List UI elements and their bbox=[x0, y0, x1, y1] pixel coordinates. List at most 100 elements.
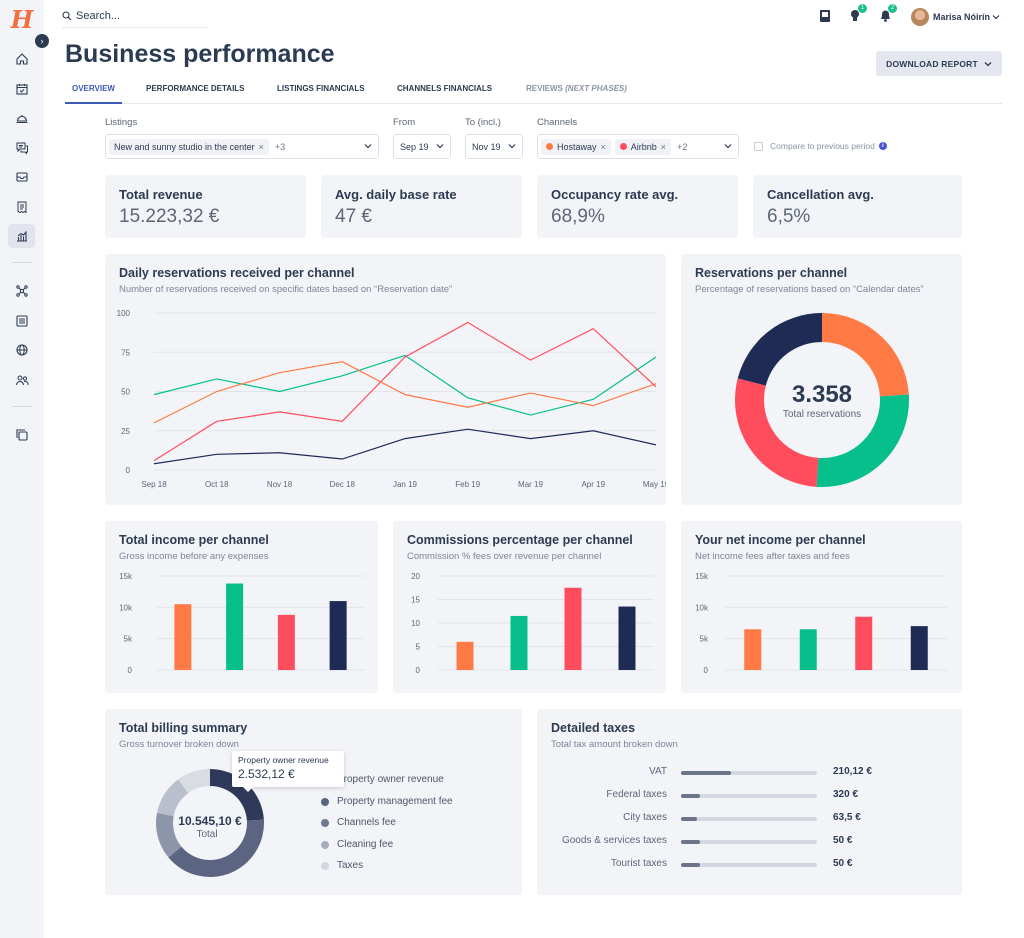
y-tick-label: 75 bbox=[121, 348, 130, 357]
compare-checkbox[interactable] bbox=[754, 141, 763, 151]
y-tick-label: 15k bbox=[695, 572, 709, 581]
tax-value: 320 € bbox=[833, 789, 859, 800]
search-input[interactable]: Search... bbox=[76, 9, 121, 22]
tax-bar-track bbox=[681, 817, 817, 821]
channel-chip-airbnb: Airbnb × bbox=[614, 138, 672, 155]
series-line bbox=[153, 321, 657, 462]
commission-bar-chart: 0 5 10 15 20 bbox=[411, 572, 654, 675]
kpi-value: 47 € bbox=[335, 206, 372, 227]
close-icon[interactable]: × bbox=[660, 141, 667, 152]
tax-bar-fill bbox=[681, 863, 701, 867]
y-tick-label: 5k bbox=[700, 635, 709, 644]
info-icon[interactable]: i bbox=[878, 142, 887, 150]
kpi-occupancy-rate: Occupancy rate avg. 68,9% bbox=[537, 175, 738, 238]
sidebar-expand-button[interactable]: › bbox=[35, 34, 49, 48]
tab-label: CHANNELS FINANCIALS bbox=[397, 84, 493, 93]
chevron-down-icon bbox=[436, 144, 444, 149]
tab-listings-financials[interactable]: LISTINGS FINANCIALS bbox=[270, 78, 372, 104]
avatar bbox=[911, 8, 929, 26]
download-report-button[interactable]: DOWNLOAD REPORT bbox=[876, 51, 1002, 76]
tab-channels-financials[interactable]: CHANNELS FINANCIALS bbox=[390, 78, 499, 104]
close-icon[interactable]: × bbox=[258, 141, 264, 152]
bell-icon[interactable]: 2 bbox=[879, 4, 897, 28]
globe-icon[interactable] bbox=[8, 338, 35, 362]
kpi-total-revenue: Total revenue 15.223,32 € bbox=[105, 175, 306, 238]
legend-item: Cleaning fee bbox=[321, 839, 393, 850]
home-icon[interactable] bbox=[8, 47, 35, 71]
card-subtitle: Gross turnover broken down bbox=[119, 739, 239, 750]
legend-item: Channels fee bbox=[321, 817, 396, 828]
card-title: Detailed taxes bbox=[551, 721, 636, 735]
kpi-value: 15.223,32 € bbox=[119, 206, 220, 227]
y-tick-label: 15k bbox=[119, 572, 133, 581]
y-tick-label: 0 bbox=[704, 666, 709, 675]
service-bell-icon[interactable] bbox=[8, 106, 35, 130]
search-bar[interactable]: Search... bbox=[62, 4, 208, 28]
donut-chart: 3.358 Total reservations bbox=[735, 313, 909, 487]
download-report-label: DOWNLOAD REPORT bbox=[886, 58, 978, 69]
inbox-icon[interactable] bbox=[8, 165, 35, 189]
reservations-slice bbox=[735, 378, 819, 487]
tab-performance-details[interactable]: PERFORMANCE DETAILS bbox=[139, 78, 252, 104]
receipt-icon[interactable] bbox=[8, 195, 35, 219]
user-menu[interactable]: Marisa Nóirín bbox=[911, 8, 1000, 26]
commissions-card: Commissions percentage per channel Commi… bbox=[393, 521, 666, 693]
messages-icon[interactable] bbox=[8, 136, 35, 160]
from-date-value: Sep 19 bbox=[400, 141, 429, 152]
analytics-icon[interactable] bbox=[8, 224, 35, 248]
legend-dot bbox=[321, 797, 329, 806]
to-date-select[interactable]: Nov 19 bbox=[465, 134, 523, 159]
lightbulb-icon[interactable]: 1 bbox=[849, 4, 867, 28]
tab-bar: OVERVIEW PERFORMANCE DETAILS LISTINGS FI… bbox=[65, 78, 1002, 104]
x-tick-label: Sep 18 bbox=[141, 480, 167, 489]
income-bar-chart: 0 5k 10k 15k bbox=[119, 572, 364, 675]
listing-chip-label: New and sunny studio in the center bbox=[114, 141, 255, 152]
y-tick-label: 50 bbox=[121, 388, 130, 397]
to-date-value: Nov 19 bbox=[472, 141, 501, 152]
tab-overview[interactable]: OVERVIEW bbox=[65, 78, 122, 104]
legend-label: Channels fee bbox=[337, 817, 396, 828]
bar bbox=[744, 629, 762, 670]
channels-select[interactable]: Hostaway × Airbnb × +2 bbox=[537, 134, 739, 159]
legend-dot bbox=[321, 840, 329, 849]
compare-toggle[interactable]: Compare to previous period i bbox=[754, 141, 887, 151]
legend-label: Taxes bbox=[337, 860, 364, 871]
series-line bbox=[153, 361, 657, 424]
legend-dot bbox=[321, 861, 329, 870]
series-line bbox=[153, 428, 657, 465]
users-icon[interactable] bbox=[8, 368, 35, 392]
kpi-label: Total revenue bbox=[119, 187, 203, 202]
to-label: To (incl.) bbox=[465, 117, 501, 128]
calendar-icon[interactable] bbox=[8, 77, 35, 101]
y-tick-label: 25 bbox=[121, 427, 130, 436]
from-label: From bbox=[393, 117, 416, 128]
bar bbox=[618, 606, 636, 670]
x-tick-label: Feb 19 bbox=[455, 480, 480, 489]
y-tick-label: 10k bbox=[119, 603, 133, 612]
list-icon[interactable] bbox=[8, 309, 35, 333]
tax-row: City taxes 63,5 € bbox=[537, 812, 962, 826]
kpi-cancellation: Cancellation avg. 6,5% bbox=[753, 175, 962, 238]
net-income-card: Your net income per channel Net income f… bbox=[681, 521, 962, 693]
close-icon[interactable]: × bbox=[600, 141, 606, 152]
channel-chip-hostaway: Hostaway × bbox=[541, 138, 611, 155]
donut-center-label: Total reservations bbox=[783, 409, 861, 420]
sidebar-divider bbox=[12, 262, 32, 263]
tax-label: City taxes bbox=[623, 812, 667, 823]
billing-summary-card: Total billing summary Gross turnover bro… bbox=[105, 709, 522, 895]
bar bbox=[226, 583, 244, 670]
reservations-per-channel-card: Reservations per channel Percentage of r… bbox=[681, 254, 962, 505]
billing-slice bbox=[156, 779, 189, 817]
airbnb-dot bbox=[619, 143, 627, 150]
listings-select[interactable]: New and sunny studio in the center × +3 bbox=[105, 134, 379, 159]
network-icon[interactable] bbox=[8, 279, 35, 303]
tax-bar-track bbox=[681, 840, 817, 844]
legend-dot bbox=[321, 818, 329, 827]
copy-icon[interactable] bbox=[8, 423, 35, 447]
app-logo[interactable]: H bbox=[10, 5, 34, 34]
bar bbox=[456, 641, 474, 670]
tab-label: LISTINGS FINANCIALS bbox=[277, 84, 365, 93]
from-date-select[interactable]: Sep 19 bbox=[393, 134, 451, 159]
reservations-slice bbox=[737, 313, 822, 386]
book-icon[interactable] bbox=[818, 8, 832, 28]
